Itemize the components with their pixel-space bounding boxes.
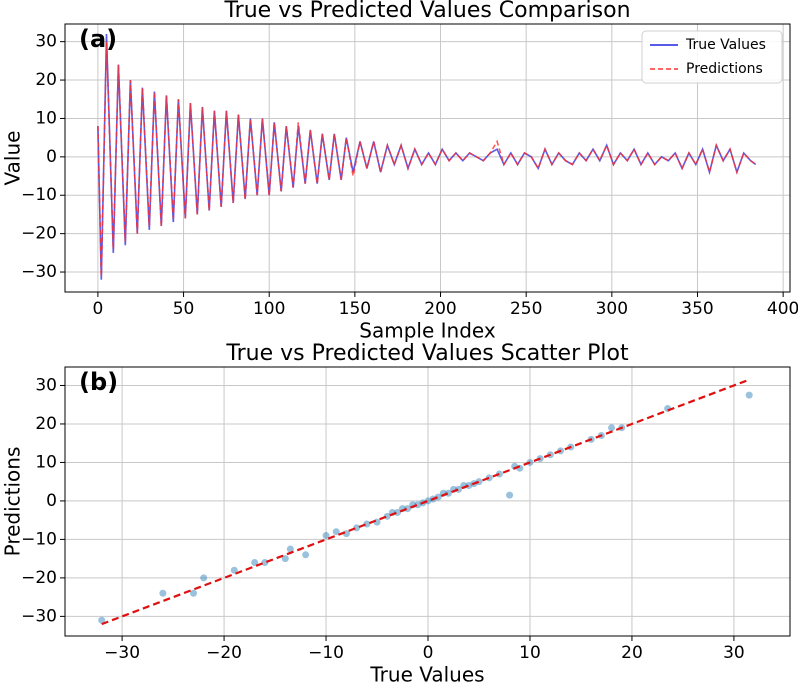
scatter-point [159,589,167,597]
x-tick-label: 150 [339,299,371,319]
chart-title: True vs Predicted Values Scatter Plot [225,341,629,366]
scatter-point [200,574,208,582]
x-tick-label: 250 [510,299,542,319]
x-tick-label: 200 [424,299,456,319]
y-tick-label: 10 [35,452,57,472]
scatter-point [506,491,514,499]
x-axis-label: True Values [369,663,484,682]
y-axis-label: Predictions [1,447,25,557]
y-tick-label: 30 [35,375,57,395]
scatter-point [230,566,238,574]
x-tick-label: 300 [596,299,628,319]
x-tick-label: 400 [767,299,798,319]
y-axis-label: Value [1,131,25,186]
scatter-point [251,558,259,566]
data-line [97,41,757,276]
legend-label: True Values [685,37,766,53]
y-tick-label: 30 [35,32,57,52]
x-tick-label: −30 [104,643,140,663]
y-tick-label: −20 [21,568,57,588]
x-tick-label: 50 [173,299,195,319]
x-tick-label: −20 [206,643,242,663]
scatter-point [322,532,330,540]
y-tick-label: 0 [46,147,57,167]
y-tick-label: −30 [21,262,57,282]
y-tick-label: 20 [35,414,57,434]
y-tick-label: 0 [46,491,57,511]
scatter-point [286,545,294,553]
x-axis-label: Sample Index [359,319,496,343]
plot-frame [64,23,791,293]
x-tick-label: −10 [308,643,344,663]
x-tick-label: 10 [519,643,541,663]
x-tick-label: 100 [253,299,285,319]
reference-line [101,378,750,626]
y-tick-label: −10 [21,529,57,549]
scatter-point [608,424,616,432]
y-tick-label: 20 [35,70,57,90]
x-tick-label: 20 [621,643,643,663]
scatter-point [302,551,310,559]
y-tick-label: −30 [21,606,57,626]
chart-title: True vs Predicted Values Comparison [223,0,630,23]
legend-label: Predictions [686,61,763,77]
panel-label: (a) [79,25,117,53]
scatter-point [745,391,753,399]
y-tick-label: −20 [21,224,57,244]
x-tick-label: 350 [681,299,713,319]
legend-box [641,30,783,84]
x-tick-label: 30 [723,643,745,663]
scatter-point [98,616,106,624]
plot-frame [64,366,791,637]
scatter-point [281,555,289,563]
x-tick-label: 0 [92,299,103,319]
x-tick-label: 0 [423,643,434,663]
scatter-point [332,528,340,536]
y-tick-label: 10 [35,108,57,128]
scatter-point [189,589,197,597]
panel-label: (b) [79,368,118,396]
y-tick-label: −10 [21,185,57,205]
